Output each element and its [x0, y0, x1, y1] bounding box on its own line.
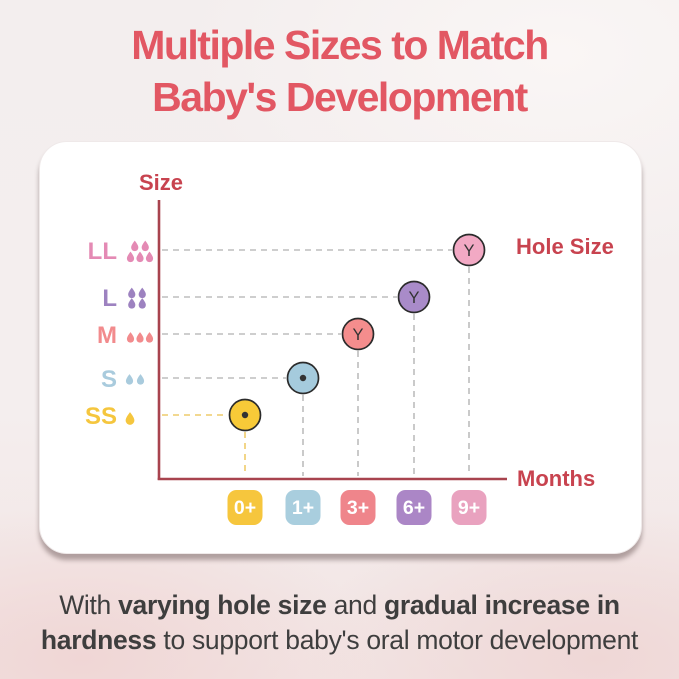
droplet-icon-M-1 [126, 332, 135, 343]
page-title: Multiple Sizes to Match Baby's Developme… [0, 20, 679, 123]
page-title-line1: Multiple Sizes to Match [131, 22, 549, 68]
footer-bold-segment: gradual increase in hardness [40, 590, 620, 655]
y-axis-title: Size [139, 170, 183, 195]
y-axis-label-LL: LL [88, 238, 117, 265]
marker-LL [452, 233, 486, 267]
droplet-icon-L-2 [138, 287, 146, 299]
hole-symbol-ycut-L: Y [408, 289, 419, 307]
droplet-icon-SS-1 [125, 412, 135, 425]
y-axis-label-SS: SS [85, 403, 117, 430]
month-badge-label-0+: 0+ [234, 497, 256, 519]
month-badge-label-1+: 1+ [292, 497, 314, 519]
droplet-icon-L-4 [138, 298, 146, 309]
month-badge-6+ [396, 490, 432, 525]
x-axis-title: Months [517, 466, 595, 491]
droplet-icon-LL-2 [141, 240, 149, 252]
month-badge-label-3+: 3+ [347, 497, 369, 519]
droplet-icon-LL-1 [131, 240, 139, 252]
month-badge-label-6+: 6+ [403, 497, 425, 519]
droplet-icon-S-2 [136, 374, 145, 385]
footer-text: With varying hole size and gradual incre… [29, 588, 650, 658]
y-axis-label-L: L [102, 285, 117, 312]
month-badge-0+ [227, 490, 263, 525]
droplet-icon-S-1 [125, 374, 134, 385]
droplet-icon-LL-4 [136, 251, 144, 263]
droplet-icon-LL-3 [126, 251, 135, 263]
footer-bold-segment: varying hole size [118, 590, 327, 620]
marker-L [397, 280, 431, 314]
hole-symbol-round-S [299, 374, 307, 382]
page-title-line2: Baby's Development [152, 73, 528, 120]
month-badge-3+ [340, 490, 376, 525]
y-axis-label-M: M [97, 322, 117, 349]
hole-size-label: Hole Size [516, 234, 614, 259]
chart-card: SS 0+ S 1+ M Y 3+ L Y 6+ LL Y 9+ Size Months Hole Si… [39, 141, 642, 554]
hole-symbol-round-SS [241, 411, 249, 419]
month-badge-label-9+: 9+ [458, 497, 480, 519]
y-axis-label-S: S [101, 366, 117, 393]
footer-segment: With [59, 590, 119, 620]
hole-symbol-ycut-LL: Y [463, 242, 474, 260]
droplet-icon-LL-5 [145, 251, 154, 263]
growth-chart: SS 0+ S 1+ M Y 3+ L Y 6+ LL Y 9+ Size Months Hole Si… [85, 170, 614, 525]
footer-segment: to support baby's oral motor development [156, 624, 639, 655]
marker-M [341, 317, 375, 351]
hole-symbol-ycut-M: Y [352, 326, 363, 344]
droplet-icon-L-3 [128, 298, 136, 309]
droplet-icon-M-3 [145, 332, 154, 343]
droplet-icon-L-1 [128, 287, 136, 299]
points-layer: SS 0+ S 1+ M Y 3+ L Y 6+ LL Y 9+ [85, 233, 487, 525]
month-badge-1+ [285, 490, 321, 525]
footer-segment: and [326, 590, 384, 620]
month-badge-9+ [451, 490, 487, 525]
droplet-icon-M-2 [136, 332, 144, 343]
